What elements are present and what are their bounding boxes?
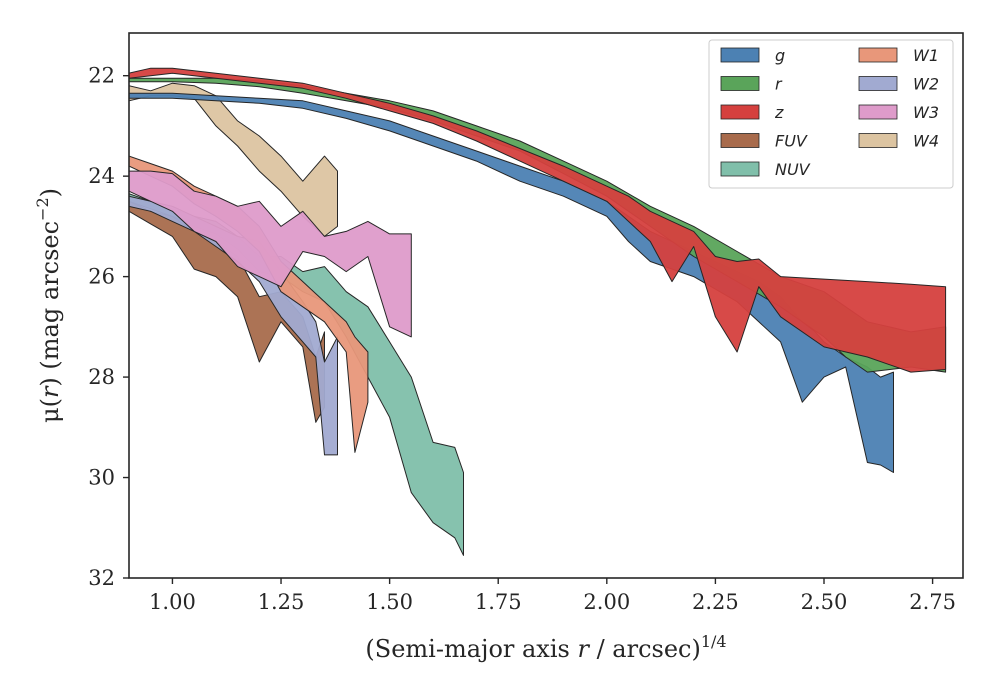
legend: grz FUV NUV W1 W2 W3 W4 xyxy=(708,39,954,189)
y-tick-label: 28 xyxy=(88,365,115,389)
x-tick-label: 2.50 xyxy=(801,590,848,614)
x-axis-title: (Semi-major axis r / arcsec)1/4 xyxy=(365,632,726,663)
legend-swatch-nuv xyxy=(720,161,760,177)
plot-frame xyxy=(128,32,964,579)
y-axis: 22 24 26 28 30 32 xyxy=(88,64,129,590)
legend-swatch-g xyxy=(720,47,760,63)
x-tick-label: 2.00 xyxy=(583,590,630,614)
legend-label-w2: W2 xyxy=(913,75,939,94)
legend-swatch-w3 xyxy=(858,104,898,120)
y-tick-label: 22 xyxy=(88,64,115,88)
legend-label-nuv: NUV xyxy=(775,160,811,179)
y-tick-label: 30 xyxy=(88,466,115,490)
legend-swatch-w1 xyxy=(858,47,898,63)
legend-swatch-w2 xyxy=(858,76,898,91)
legend-label-w3: W3 xyxy=(913,103,939,122)
legend-swatch-fuv xyxy=(720,133,760,148)
x-tick-label: 1.25 xyxy=(258,590,305,614)
x-tick-label: 2.75 xyxy=(909,590,956,614)
legend-label-r: r xyxy=(775,75,783,94)
legend-label-z: z xyxy=(774,103,784,122)
x-tick-label: 2.25 xyxy=(692,590,739,614)
x-axis: 1.00 1.25 1.50 1.75 2.00 2.25 2.50 2.75 xyxy=(149,578,956,614)
y-tick-label: 24 xyxy=(88,164,115,188)
y-tick-label: 26 xyxy=(88,265,115,289)
legend-label-fuv: FUV xyxy=(775,132,808,151)
profile-bands xyxy=(129,67,947,556)
legend-label-w4: W4 xyxy=(913,132,939,151)
legend-swatch-r xyxy=(720,76,760,91)
legend-label-w1: W1 xyxy=(913,46,939,65)
legend-swatch-w4 xyxy=(858,133,898,148)
x-tick-label: 1.75 xyxy=(475,590,522,614)
y-axis-title: μ(r) (mag arcsec−2) xyxy=(33,188,64,423)
x-tick-label: 1.00 xyxy=(149,590,196,614)
x-tick-label: 1.50 xyxy=(366,590,413,614)
band-w3 xyxy=(129,170,412,338)
legend-swatch-z xyxy=(720,104,760,120)
legend-label-g: g xyxy=(775,46,785,65)
y-tick-label: 32 xyxy=(88,566,115,590)
band-z xyxy=(129,67,947,373)
